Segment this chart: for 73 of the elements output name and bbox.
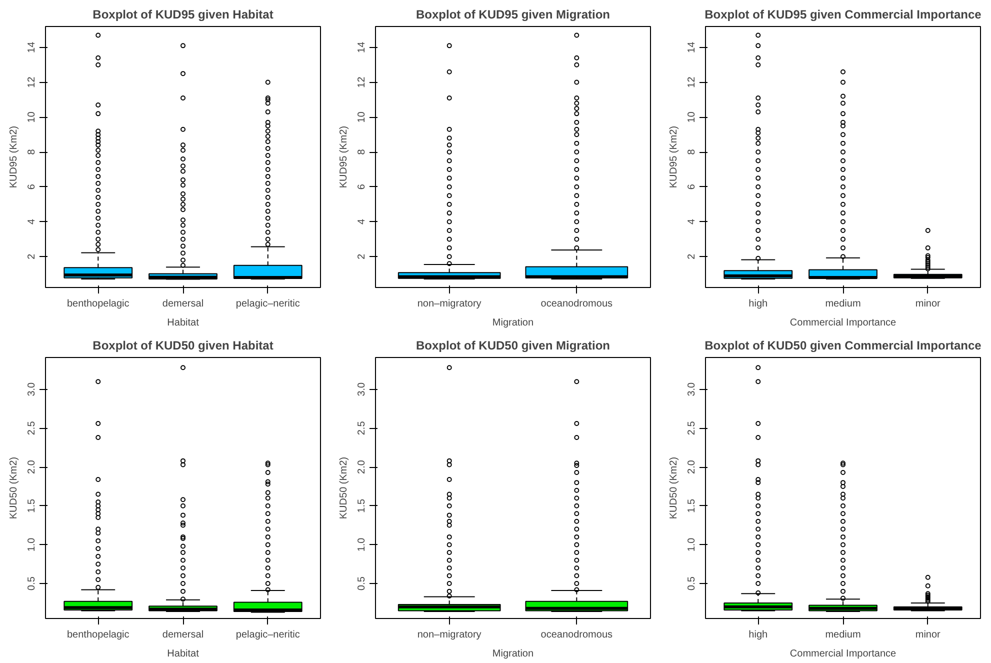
x-axis-title: Habitat xyxy=(167,318,200,328)
y-tick-label: 10 xyxy=(26,111,38,123)
y-tick-label: 8 xyxy=(356,148,368,155)
x-axis-title: Habitat xyxy=(167,648,200,660)
y-tick-label: 3.0 xyxy=(686,382,698,396)
y-tick-label: 6 xyxy=(26,184,38,190)
x-tick-label: high xyxy=(748,630,768,640)
x-tick-label: non–migratory xyxy=(417,630,482,640)
x-tick-label: oceanodromous xyxy=(540,630,613,640)
y-tick-label: 14 xyxy=(686,41,698,53)
y-tick-label: 6 xyxy=(686,184,698,190)
chart-title: Boxplot of KUD95 given Migration xyxy=(416,8,610,22)
chart-title: Boxplot of KUD95 given Commercial Importance xyxy=(704,8,982,22)
y-axis-title: KUD95 (Km2) xyxy=(8,126,20,188)
y-tick-label: 8 xyxy=(26,148,38,155)
x-tick-label: medium xyxy=(825,630,861,640)
y-tick-label: 2.0 xyxy=(686,460,698,474)
chart-title: Boxplot of KUD50 given Migration xyxy=(416,338,610,352)
y-tick-label: 10 xyxy=(686,111,698,123)
x-axis-title: Commercial Importance xyxy=(790,318,897,328)
y-tick-label: 12 xyxy=(686,76,698,88)
chart-title: Boxplot of KUD50 given Commercial Importance xyxy=(704,338,982,352)
y-axis-title: KUD50 (Km2) xyxy=(8,456,20,520)
x-axis-title: Commercial Importance xyxy=(790,648,897,660)
y-tick-label: 0.5 xyxy=(26,576,38,590)
y-tick-label: 14 xyxy=(356,41,368,53)
x-tick-label: oceanodromous xyxy=(540,298,613,310)
y-tick-label: 14 xyxy=(26,41,38,53)
y-axis-title: KUD95 (Km2) xyxy=(668,126,680,188)
y-tick-label: 12 xyxy=(26,76,38,88)
x-tick-label: non–migratory xyxy=(417,298,482,310)
y-tick-label: 2 xyxy=(356,253,368,260)
y-tick-label: 1.5 xyxy=(26,498,38,513)
y-tick-label: 3.0 xyxy=(356,382,368,396)
x-tick-label: high xyxy=(748,298,768,310)
x-axis-title: Migration xyxy=(492,648,534,660)
y-tick-label: 8 xyxy=(686,148,698,155)
y-tick-label: 1.0 xyxy=(356,537,368,552)
chart-title: Boxplot of KUD95 given Habitat xyxy=(92,8,274,22)
x-axis-title: Migration xyxy=(492,318,534,328)
y-axis-title: KUD50 (Km2) xyxy=(338,456,350,520)
y-tick-label: 1.0 xyxy=(26,537,38,552)
y-tick-label: 2 xyxy=(686,253,698,260)
y-tick-label: 2.0 xyxy=(26,460,38,474)
x-tick-label: minor xyxy=(915,298,942,310)
y-axis-title: KUD50 (Km2) xyxy=(668,456,680,520)
y-tick-label: 1.0 xyxy=(686,537,698,552)
y-tick-label: 1.5 xyxy=(356,498,368,513)
x-tick-label: minor xyxy=(915,630,942,640)
x-tick-label: benthopelagic xyxy=(66,630,130,640)
y-tick-label: 2.0 xyxy=(356,460,368,474)
y-tick-label: 2.5 xyxy=(686,420,698,436)
x-tick-label: medium xyxy=(825,298,861,310)
y-tick-label: 4 xyxy=(686,218,698,225)
y-tick-label: 3.0 xyxy=(26,382,38,396)
x-tick-label: demersal xyxy=(162,630,204,640)
y-tick-label: 2.5 xyxy=(356,420,368,436)
x-tick-label: pelagic–neritic xyxy=(236,298,300,310)
y-tick-label: 2.5 xyxy=(26,420,38,436)
y-tick-label: 4 xyxy=(26,218,38,225)
y-axis-title: KUD95 (Km2) xyxy=(338,126,350,188)
y-tick-label: 0.5 xyxy=(356,576,368,590)
y-tick-label: 4 xyxy=(356,218,368,225)
y-tick-label: 1.5 xyxy=(686,498,698,513)
y-tick-label: 12 xyxy=(356,76,368,88)
y-tick-label: 10 xyxy=(356,111,368,123)
y-tick-label: 6 xyxy=(356,184,368,190)
chart-title: Boxplot of KUD50 given Habitat xyxy=(92,338,274,352)
y-tick-label: 0.5 xyxy=(686,576,698,590)
x-tick-label: pelagic–neritic xyxy=(236,630,300,640)
x-tick-label: demersal xyxy=(162,298,204,310)
x-tick-label: benthopelagic xyxy=(66,298,130,310)
y-tick-label: 2 xyxy=(26,253,38,260)
